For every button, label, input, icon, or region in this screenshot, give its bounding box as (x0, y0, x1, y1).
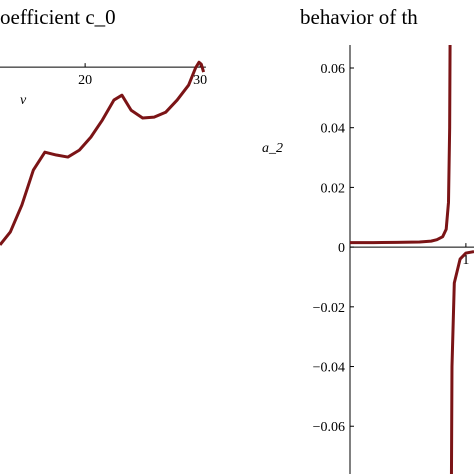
y-tick-label: −0.06 (313, 420, 345, 435)
x-tick-label: 30 (193, 73, 207, 88)
data-line (350, 45, 474, 474)
y-tick-label: 0.06 (321, 62, 346, 77)
y-tick-label: 0 (338, 241, 345, 256)
y-tick-label: −0.04 (313, 361, 345, 376)
y-tick-label: 0.04 (321, 122, 346, 137)
chart-title: oefficient c_0 (0, 5, 116, 29)
chart-title: behavior of th (300, 5, 418, 29)
y-tick-label: 0.02 (321, 181, 346, 196)
x-axis-label: v (20, 93, 27, 108)
x-tick-label: 1 (462, 253, 469, 268)
data-line (0, 60, 206, 246)
y-tick-label: −0.02 (313, 301, 345, 316)
x-tick-label: 20 (78, 73, 92, 88)
y-axis-label: a_2 (262, 141, 283, 156)
